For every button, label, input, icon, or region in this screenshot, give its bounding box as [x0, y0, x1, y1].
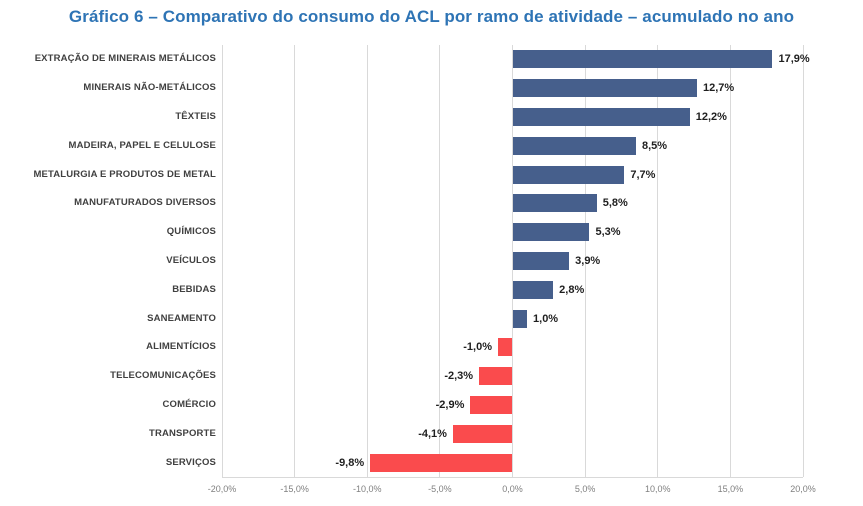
- x-tick-label: 5,0%: [574, 484, 596, 494]
- category-label: TRANSPORTE: [149, 427, 216, 439]
- bar-positive: [512, 309, 528, 328]
- value-label: 17,9%: [778, 53, 810, 66]
- category-label: MINERAIS NÃO-METÁLICOS: [83, 82, 216, 94]
- x-tick-label: -20,0%: [207, 484, 237, 494]
- bar-positive: [512, 50, 773, 69]
- gridline: [584, 45, 586, 477]
- value-label: -2,9%: [435, 399, 465, 411]
- gridline: [729, 45, 731, 477]
- gridline: [366, 45, 368, 477]
- category-label: TÊXTEIS: [175, 111, 216, 122]
- category-label: TELECOMUNICAÇÕES: [110, 370, 216, 382]
- value-label: 5,8%: [602, 197, 628, 210]
- x-tick-label: -15,0%: [280, 484, 309, 494]
- chart-title: Gráfico 6 – Comparativo do consumo do AC…: [68, 7, 795, 26]
- bar-negative: [452, 424, 513, 443]
- gridline: [221, 45, 223, 477]
- gridline: [294, 45, 296, 477]
- category-label: SERVIÇOS: [165, 456, 216, 468]
- bar-negative: [497, 338, 513, 357]
- category-label: SANEAMENTO: [147, 312, 216, 324]
- value-label: -4,1%: [418, 427, 447, 440]
- category-label: BEBIDAS: [172, 283, 216, 295]
- x-tick-label: 10,0%: [644, 484, 671, 494]
- x-tick-label: -5,0%: [428, 484, 452, 494]
- category-label: VEÍCULOS: [166, 255, 216, 266]
- bar-positive: [512, 165, 625, 184]
- value-label: 1,0%: [533, 312, 559, 325]
- bar-positive: [512, 280, 554, 299]
- value-label: -1,0%: [463, 341, 492, 354]
- category-label: METALURGIA E PRODUTOS DE METAL: [33, 168, 216, 180]
- x-axis-line: [222, 477, 803, 478]
- bar-positive: [512, 252, 570, 270]
- bar-positive: [512, 79, 697, 98]
- x-tick-label: -10,0%: [352, 484, 382, 494]
- category-label: ALIMENTÍCIOS: [146, 341, 216, 353]
- x-tick-label: 20,0%: [790, 484, 816, 494]
- gridline: [657, 45, 659, 477]
- bar-positive: [512, 108, 690, 126]
- value-label: 8,5%: [641, 139, 668, 152]
- bar-negative: [479, 367, 513, 386]
- value-label: 12,7%: [702, 82, 735, 95]
- value-label: 12,2%: [695, 111, 727, 123]
- category-label: COMÉRCIO: [162, 399, 216, 410]
- category-label: EXTRAÇÃO DE MINERAIS METÁLICOS: [34, 53, 216, 65]
- category-label: MANUFATURADOS DIVERSOS: [74, 197, 216, 209]
- category-label: MADEIRA, PAPEL E CELULOSE: [68, 139, 216, 151]
- gridline: [439, 45, 441, 477]
- value-label: 2,8%: [559, 283, 585, 296]
- value-label: 3,9%: [575, 255, 601, 267]
- value-label: 7,7%: [630, 168, 656, 181]
- bar-positive: [512, 194, 597, 213]
- x-tick-label: 15,0%: [717, 484, 744, 494]
- category-label: QUÍMICOS: [166, 226, 216, 238]
- value-label: -2,3%: [444, 370, 474, 383]
- x-tick-label: 0,0%: [502, 484, 523, 494]
- value-label: -9,8%: [335, 456, 365, 469]
- bar-negative: [370, 453, 513, 472]
- gridline: [802, 45, 804, 477]
- bar-positive: [512, 223, 590, 242]
- value-label: 5,3%: [595, 226, 621, 239]
- bar-positive: [512, 136, 636, 155]
- bar-negative: [470, 396, 513, 414]
